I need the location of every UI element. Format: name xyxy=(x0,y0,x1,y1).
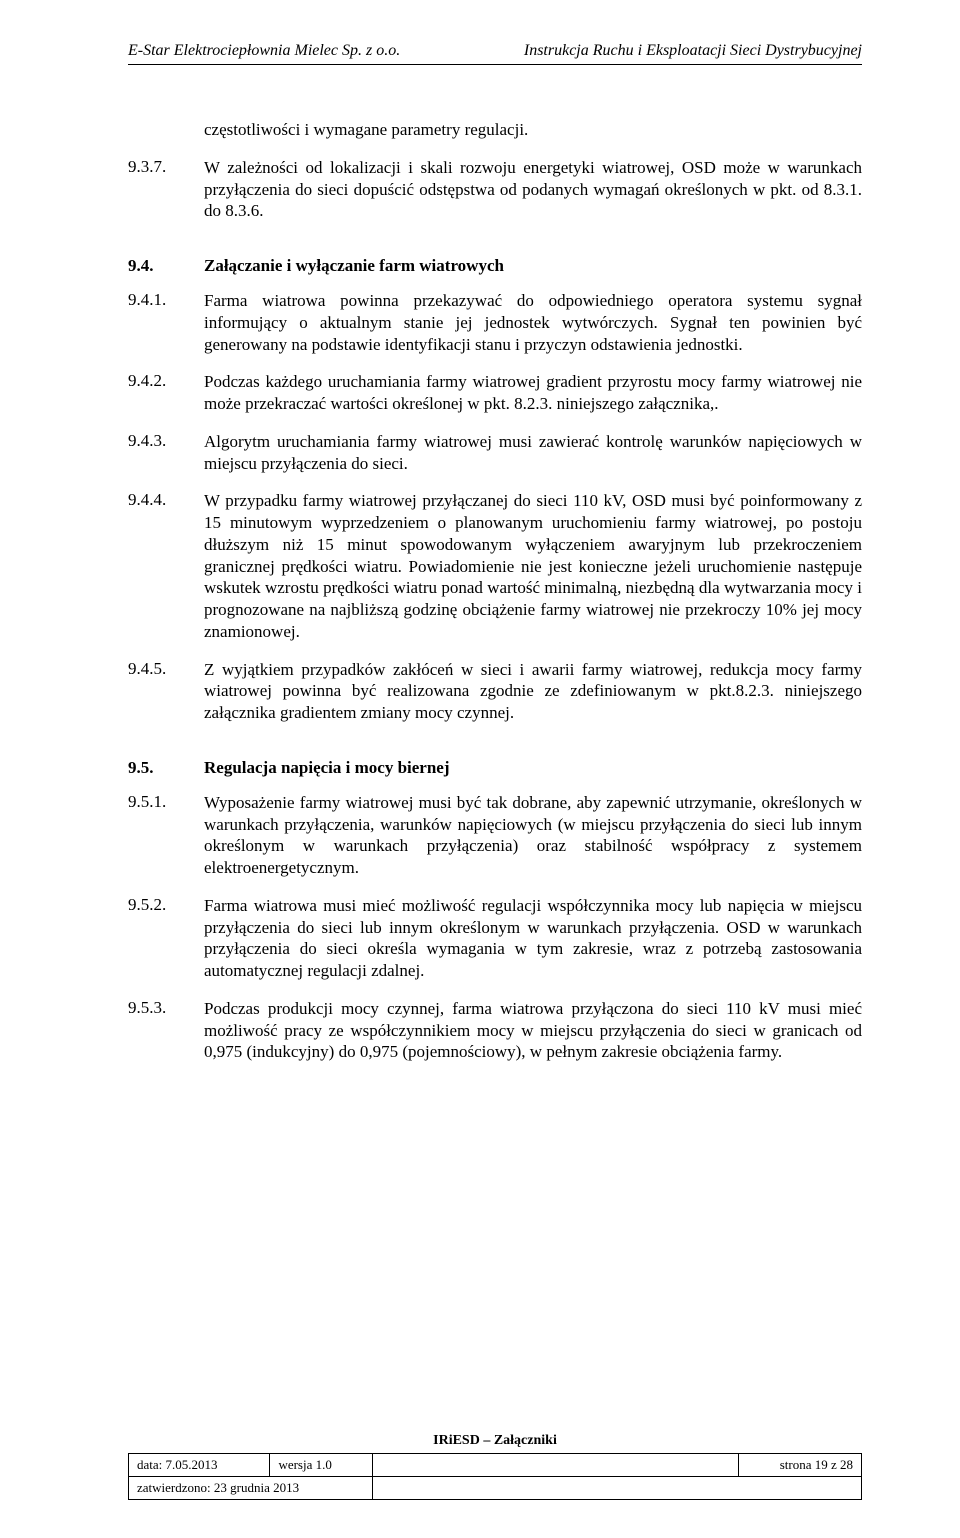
heading-text: Załączanie i wyłączanie farm wiatrowych xyxy=(204,256,862,276)
clause-body: Z wyjątkiem przypadków zakłóceń w sieci … xyxy=(204,659,862,724)
clause-body: Farma wiatrowa musi mieć możliwość regul… xyxy=(204,895,862,982)
clause-number: 9.5.1. xyxy=(128,792,204,879)
page-footer: IRiESD – Załączniki data: 7.05.2013 wers… xyxy=(128,1433,862,1500)
clause-9-5-2: 9.5.2. Farma wiatrowa musi mieć możliwoś… xyxy=(128,895,862,982)
section-9-5: 9.5.1. Wyposażenie farmy wiatrowej musi … xyxy=(128,792,862,1063)
footer-date: data: 7.05.2013 xyxy=(129,1454,270,1477)
clause-body: W zależności od lokalizacji i skali rozw… xyxy=(204,157,862,222)
clause-9-4-5: 9.4.5. Z wyjątkiem przypadków zakłóceń w… xyxy=(128,659,862,724)
clause-body: Podczas każdego uruchamiania farmy wiatr… xyxy=(204,371,862,415)
heading-text: Regulacja napięcia i mocy biernej xyxy=(204,758,862,778)
table-row: zatwierdzono: 23 grudnia 2013 xyxy=(129,1477,862,1500)
header-left: E-Star Elektrociepłownia Mielec Sp. z o.… xyxy=(128,42,400,60)
clause-number xyxy=(128,119,204,141)
clause-body: Podczas produkcji mocy czynnej, farma wi… xyxy=(204,998,862,1063)
clause-number: 9.5.3. xyxy=(128,998,204,1063)
clause-number: 9.5.2. xyxy=(128,895,204,982)
footer-approved: zatwierdzono: 23 grudnia 2013 xyxy=(129,1477,373,1500)
clause-body: częstotliwości i wymagane parametry regu… xyxy=(204,119,862,141)
clause-9-4-4: 9.4.4. W przypadku farmy wiatrowej przył… xyxy=(128,490,862,642)
clause-number: 9.3.7. xyxy=(128,157,204,222)
footer-table: data: 7.05.2013 wersja 1.0 strona 19 z 2… xyxy=(128,1453,862,1500)
table-row: data: 7.05.2013 wersja 1.0 strona 19 z 2… xyxy=(129,1454,862,1477)
section-9-4: 9.4.1. Farma wiatrowa powinna przekazywa… xyxy=(128,290,862,724)
clause-9-4-1: 9.4.1. Farma wiatrowa powinna przekazywa… xyxy=(128,290,862,355)
clause-9-5-1: 9.5.1. Wyposażenie farmy wiatrowej musi … xyxy=(128,792,862,879)
clause-number: 9.4.2. xyxy=(128,371,204,415)
heading-number: 9.4. xyxy=(128,256,204,276)
clause-number: 9.4.1. xyxy=(128,290,204,355)
clause-body: W przypadku farmy wiatrowej przyłączanej… xyxy=(204,490,862,642)
running-header: E-Star Elektrociepłownia Mielec Sp. z o.… xyxy=(128,42,862,65)
clause-fragment: częstotliwości i wymagane parametry regu… xyxy=(128,119,862,141)
clause-body: Wyposażenie farmy wiatrowej musi być tak… xyxy=(204,792,862,879)
header-right: Instrukcja Ruchu i Eksploatacji Sieci Dy… xyxy=(524,42,862,60)
heading-number: 9.5. xyxy=(128,758,204,778)
footer-empty-cell xyxy=(372,1477,861,1500)
page: E-Star Elektrociepłownia Mielec Sp. z o.… xyxy=(0,0,960,1538)
footer-title: IRiESD – Załączniki xyxy=(128,1433,862,1449)
clause-9-4-3: 9.4.3. Algorytm uruchamiania farmy wiatr… xyxy=(128,431,862,475)
clause-body: Farma wiatrowa powinna przekazywać do od… xyxy=(204,290,862,355)
clause-number: 9.4.4. xyxy=(128,490,204,642)
clause-number: 9.4.5. xyxy=(128,659,204,724)
clause-9-3-7: 9.3.7. W zależności od lokalizacji i ska… xyxy=(128,157,862,222)
clause-9-5-3: 9.5.3. Podczas produkcji mocy czynnej, f… xyxy=(128,998,862,1063)
section-9-3-cont: częstotliwości i wymagane parametry regu… xyxy=(128,119,862,222)
footer-version: wersja 1.0 xyxy=(270,1454,372,1477)
clause-number: 9.4.3. xyxy=(128,431,204,475)
heading-9-5: 9.5. Regulacja napięcia i mocy biernej xyxy=(128,758,862,778)
clause-body: Algorytm uruchamiania farmy wiatrowej mu… xyxy=(204,431,862,475)
footer-page-number: strona 19 z 28 xyxy=(739,1454,862,1477)
footer-empty-cell xyxy=(372,1454,739,1477)
clause-9-4-2: 9.4.2. Podczas każdego uruchamiania farm… xyxy=(128,371,862,415)
heading-9-4: 9.4. Załączanie i wyłączanie farm wiatro… xyxy=(128,256,862,276)
